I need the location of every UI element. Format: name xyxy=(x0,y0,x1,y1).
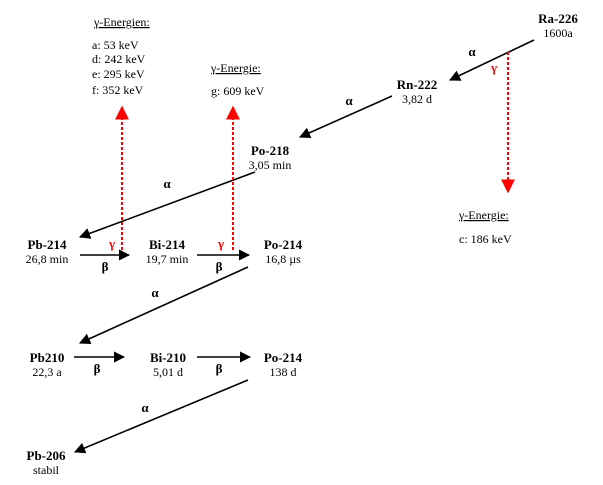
alpha-label: α xyxy=(163,176,171,191)
gamma-energies-left: γ-Energien: a: 53 keV d: 242 keV e: 295 … xyxy=(92,15,150,97)
beta-label: β xyxy=(102,259,109,274)
nuclide-name: Pb-214 xyxy=(28,237,68,252)
nuclide-name: Rn-222 xyxy=(397,77,437,92)
half-life: 3,05 min xyxy=(249,158,292,172)
gamma-label: γ xyxy=(490,60,497,75)
gamma-energy-line: d: 242 keV xyxy=(92,52,146,66)
gamma-energy-line: a: 53 keV xyxy=(92,38,139,52)
nuclide-name: Bi-214 xyxy=(149,237,186,252)
half-life: 22,3 a xyxy=(32,365,62,379)
gamma-energy-line: c: 186 keV xyxy=(459,232,512,246)
alpha-arrow-po214-pb210 xyxy=(78,266,249,344)
half-life: 19,7 min xyxy=(146,252,189,266)
nuclide-ra226: Ra-226 1600a xyxy=(538,11,578,40)
nuclide-bi214: Bi-214 19,7 min xyxy=(146,237,189,266)
nuclide-po214-upper: Po-214 16,8 µs xyxy=(264,237,303,266)
gamma-energy-line: g: 609 keV xyxy=(211,84,265,98)
gamma-energies-title: γ-Energien: xyxy=(93,15,150,29)
alpha-arrow-po214-pb206 xyxy=(73,379,249,454)
alpha-label: α xyxy=(141,400,149,415)
gamma-label: γ xyxy=(108,236,115,251)
nuclide-name: Pb210 xyxy=(30,350,65,365)
alpha-arrow-po218-pb214 xyxy=(78,171,256,239)
nuclide-name: Po-218 xyxy=(251,143,290,158)
half-life: 26,8 min xyxy=(26,252,69,266)
half-life: 5,01 d xyxy=(153,365,183,379)
alpha-arrow-ra226-rn222 xyxy=(448,39,535,81)
nuclide-rn222: Rn-222 3,82 d xyxy=(397,77,437,106)
nuclide-name: Po-214 xyxy=(264,237,303,252)
beta-label: β xyxy=(216,259,223,274)
nuclide-bi210: Bi-210 5,01 d xyxy=(150,350,186,379)
half-life: 16,8 µs xyxy=(265,252,301,266)
nuclide-pb210: Pb210 22,3 a xyxy=(30,350,65,379)
gamma-energy-title: γ-Energie: xyxy=(458,208,509,222)
nuclide-name: Ra-226 xyxy=(538,11,578,26)
half-life: stabil xyxy=(33,463,60,477)
nuclide-po214-lower: Po-214 138 d xyxy=(264,350,303,379)
gamma-energy-middle: γ-Energie: g: 609 keV xyxy=(210,61,265,98)
gamma-energy-line: f: 352 keV xyxy=(92,83,144,97)
gamma-energy-title: γ-Energie: xyxy=(210,61,261,75)
nuclide-pb214: Pb-214 26,8 min xyxy=(26,237,69,266)
nuclide-name: Po-214 xyxy=(264,350,303,365)
nuclide-po218: Po-218 3,05 min xyxy=(249,143,292,172)
half-life: 3,82 d xyxy=(402,92,432,106)
alpha-label: α xyxy=(345,93,353,108)
beta-label: β xyxy=(216,361,223,376)
alpha-label: α xyxy=(151,285,159,300)
half-life: 138 d xyxy=(270,365,297,379)
nuclide-pb206: Pb-206 stabil xyxy=(27,448,67,477)
alpha-label: α xyxy=(468,44,476,59)
nuclide-name: Bi-210 xyxy=(150,350,186,365)
gamma-energy-line: e: 295 keV xyxy=(92,67,145,81)
gamma-energy-right: γ-Energie: c: 186 keV xyxy=(458,208,512,246)
half-life: 1600a xyxy=(543,26,573,40)
alpha-arrow-rn222-po218 xyxy=(298,95,393,139)
nuclide-name: Pb-206 xyxy=(27,448,67,463)
gamma-label: γ xyxy=(217,236,224,251)
beta-label: β xyxy=(94,361,101,376)
